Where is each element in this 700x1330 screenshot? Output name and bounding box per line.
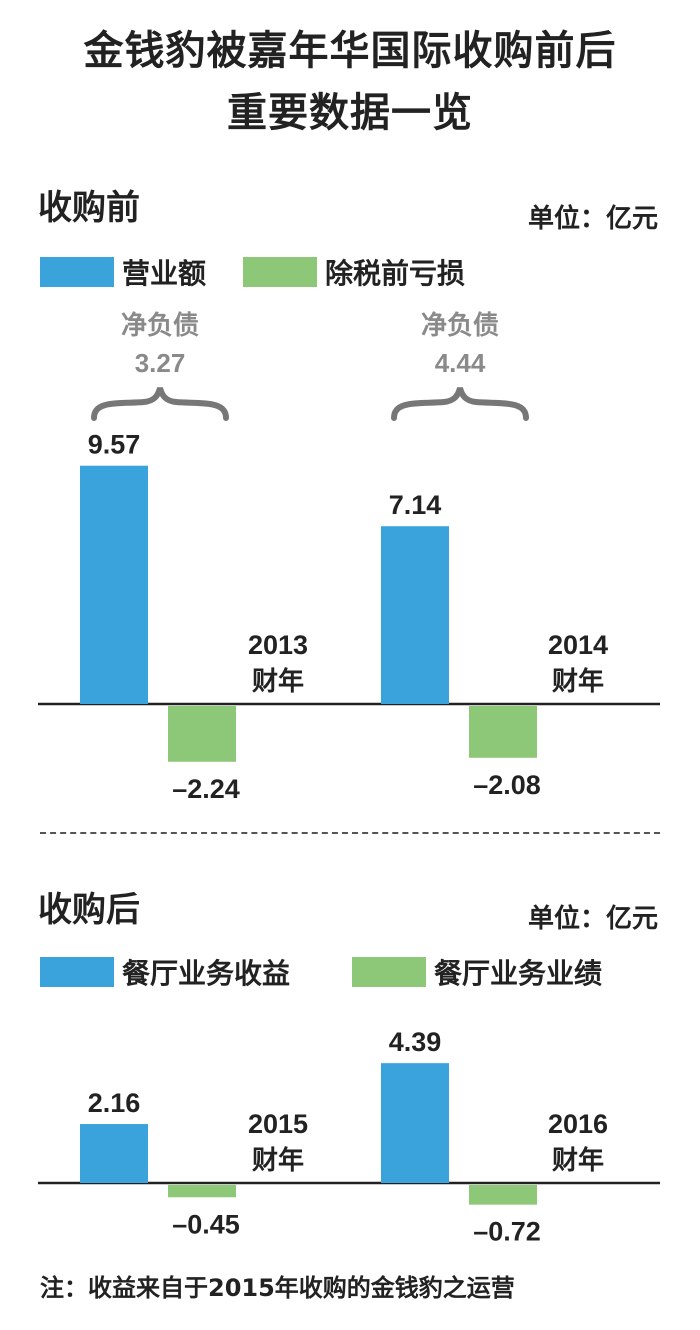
data-label: –0.45 (172, 1209, 240, 1239)
bar-1-positive-0 (80, 1124, 148, 1183)
section-title-after: 收购后 (38, 890, 140, 930)
bar-0-negative-1 (469, 706, 537, 758)
unit-label-before: 单位：亿元 (527, 204, 658, 234)
bar-1-negative-1 (469, 1185, 537, 1205)
bar-1-negative-0 (168, 1185, 236, 1198)
bar-0-positive-1 (381, 526, 449, 704)
legend-swatch-blue (40, 957, 114, 987)
legend-item-restaurant-revenue: 餐厅业务收益 (40, 952, 290, 992)
data-label: –2.08 (473, 770, 541, 800)
section-title-before: 收购前 (38, 188, 140, 228)
chart-after-acquisition: 2.16 –0.45 2015 财年 4.39 –0.72 2016 财年 (38, 1027, 660, 1247)
legend-swatch-blue (40, 257, 114, 287)
data-label: 2.16 (88, 1088, 141, 1118)
curly-brace-icon (91, 387, 229, 421)
bar-0-negative-0 (168, 706, 236, 762)
legend-swatch-green (352, 957, 426, 987)
footnote: 注：收益来自于2015年收购的金钱豹之运营 (40, 1274, 515, 1302)
net-debt-label: 净负债 (421, 311, 499, 341)
unit-label-after: 单位：亿元 (527, 904, 658, 934)
legend-item-pretax-loss: 除税前亏损 (243, 252, 465, 292)
legend-swatch-green (243, 257, 317, 287)
curly-brace-icon (391, 387, 529, 421)
main-title-line1: 金钱豹被嘉年华国际收购前后 (83, 28, 617, 74)
category-suffix-label: 财年 (552, 666, 604, 697)
data-label: 7.14 (389, 490, 442, 520)
net-debt-label: 净负债 (121, 311, 199, 341)
category-year-label: 2016 (548, 1109, 608, 1139)
bar-1-positive-1 (381, 1063, 449, 1183)
category-suffix-label: 财年 (252, 1145, 304, 1176)
legend-label: 餐厅业务收益 (122, 957, 291, 990)
legend-label: 营业额 (122, 257, 207, 290)
net-debt-value: 3.27 (135, 348, 186, 378)
category-suffix-label: 财年 (552, 1145, 604, 1176)
category-suffix-label: 财年 (252, 666, 304, 697)
section-divider (40, 832, 660, 834)
legend-label: 除税前亏损 (325, 257, 466, 290)
main-title-line2: 重要数据一览 (227, 90, 473, 136)
data-label: –2.24 (172, 774, 240, 804)
data-label: 4.39 (389, 1027, 442, 1057)
chart-before-acquisition: 9.57 –2.24 2013 财年 7.14 –2.08 2014 财年 净负债 3.27 净负债… (38, 311, 660, 804)
legend-label: 餐厅业务业绩 (434, 957, 603, 990)
legend-item-revenue: 营业额 (40, 252, 206, 292)
data-label: 9.57 (88, 430, 141, 460)
net-debt-value: 4.44 (435, 348, 486, 378)
category-year-label: 2013 (248, 630, 308, 660)
legend-item-restaurant-results: 餐厅业务业绩 (352, 952, 602, 992)
data-label: –0.72 (473, 1217, 541, 1247)
bar-0-positive-0 (80, 465, 148, 704)
category-year-label: 2014 (548, 630, 608, 660)
category-year-label: 2015 (248, 1109, 308, 1139)
